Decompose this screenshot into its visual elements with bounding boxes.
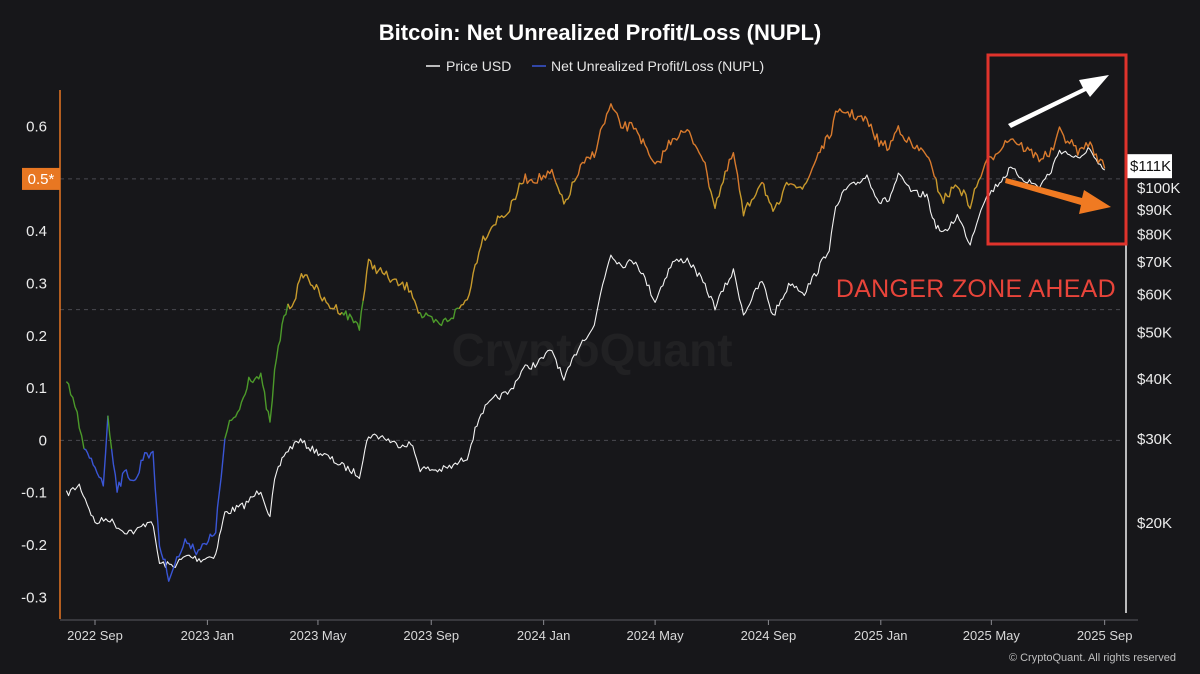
- right-tick-label: $30K: [1137, 431, 1172, 448]
- nupl-series: [65, 103, 1106, 582]
- left-tick-label: -0.3: [21, 589, 47, 606]
- watermark: CryptoQuant: [451, 324, 732, 376]
- nupl-line-segment: [980, 126, 1106, 178]
- nupl-line-segment: [738, 181, 763, 217]
- nupl-line-segment: [761, 181, 765, 185]
- x-axis: 2022 Sep 2023 Jan 2023 May 2023 Sep 2024 Jan…: [60, 619, 1138, 643]
- up-arrow-icon: [1008, 75, 1109, 128]
- x-tick-label: 2025 Jan: [854, 628, 908, 643]
- down-arrow-icon: [1005, 178, 1111, 214]
- price-series: [65, 146, 1106, 568]
- nupl-line-segment: [555, 177, 577, 205]
- x-tick-label: 2023 Jan: [181, 628, 235, 643]
- left-tick-label: 0.3: [26, 276, 47, 293]
- left-tick-label: -0.1: [21, 485, 47, 502]
- nupl-line-segment: [522, 168, 557, 185]
- x-tick-label: 2023 May: [289, 628, 347, 643]
- nupl-line-segment: [792, 178, 809, 190]
- right-axis: $20K $30K $40K $50K $60K $70K $80K $90K $100K $11…: [1125, 130, 1180, 613]
- right-tick-label: $40K: [1137, 371, 1172, 388]
- nupl-line-segment: [65, 381, 85, 450]
- price-line: [65, 146, 1106, 568]
- nupl-line-segment: [287, 273, 343, 316]
- left-tick-label: 0.1: [26, 380, 47, 397]
- nupl-line-segment: [419, 307, 460, 327]
- nupl-line-segment: [575, 103, 710, 188]
- left-axis: -0.3-0.2-0.100.10.20.30.40.50.60.5*: [21, 90, 61, 619]
- nupl-line-segment: [83, 415, 109, 487]
- danger-zone-label: DANGER ZONE AHEAD: [836, 275, 1116, 303]
- left-tick-label: 0: [39, 432, 47, 449]
- right-tick-label: $50K: [1137, 324, 1172, 341]
- x-tick-label: 2025 May: [963, 628, 1021, 643]
- x-tick-label: 2024 Jan: [517, 628, 571, 643]
- nupl-line-segment: [725, 151, 741, 191]
- right-tick-label: $20K: [1137, 515, 1172, 532]
- copyright-text: © CryptoQuant. All rights reserved: [1009, 652, 1176, 664]
- chart-title: Bitcoin: Net Unrealized Profit/Loss (NUP…: [379, 20, 821, 45]
- current-price-badge: [1127, 154, 1172, 179]
- nupl-line-segment: [790, 182, 793, 185]
- nupl-line-segment: [708, 170, 726, 210]
- danger-zone-box: [986, 53, 1128, 246]
- left-tick-label: 0.2: [26, 328, 47, 345]
- nupl-line-segment: [763, 181, 791, 213]
- x-tick-label: 2024 Sep: [741, 628, 797, 643]
- nupl-line-segment: [341, 300, 364, 331]
- legend-price-label: Price USD: [446, 58, 511, 74]
- reference-lines: [60, 178, 1124, 441]
- nupl-line-segment: [458, 182, 524, 309]
- marker-label: 0.5*: [28, 171, 55, 188]
- nupl-line-segment: [107, 415, 113, 450]
- danger-annotation: DANGER ZONE AHEAD: [836, 53, 1128, 303]
- legend-nupl-label: Net Unrealized Profit/Loss (NUPL): [551, 58, 764, 74]
- x-tick-label: 2024 May: [627, 628, 685, 643]
- left-tick-label: 0.4: [26, 223, 47, 240]
- left-tick-label: 0.6: [26, 119, 47, 136]
- legend: Price USD Net Unrealized Profit/Loss (NU…: [426, 58, 764, 74]
- right-tick-label: $90K: [1137, 202, 1172, 219]
- nupl-line-segment: [224, 303, 289, 439]
- right-tick-label: $80K: [1137, 226, 1172, 243]
- right-tick-label: $70K: [1137, 254, 1172, 271]
- right-tick-label: $100K: [1137, 180, 1180, 197]
- nupl-line-segment: [935, 176, 982, 210]
- right-tick-label: $60K: [1137, 286, 1172, 303]
- nupl-line-segment: [110, 438, 226, 582]
- nupl-line-segment: [807, 108, 937, 180]
- current-price-label: $111K: [1130, 158, 1171, 175]
- marker-badge: [22, 167, 60, 190]
- left-tick-label: -0.2: [21, 537, 47, 554]
- x-tick-label: 2025 Sep: [1077, 628, 1133, 643]
- x-tick-label: 2023 Sep: [403, 628, 459, 643]
- x-tick-label: 2022 Sep: [67, 628, 123, 643]
- nupl-line-segment: [362, 258, 421, 314]
